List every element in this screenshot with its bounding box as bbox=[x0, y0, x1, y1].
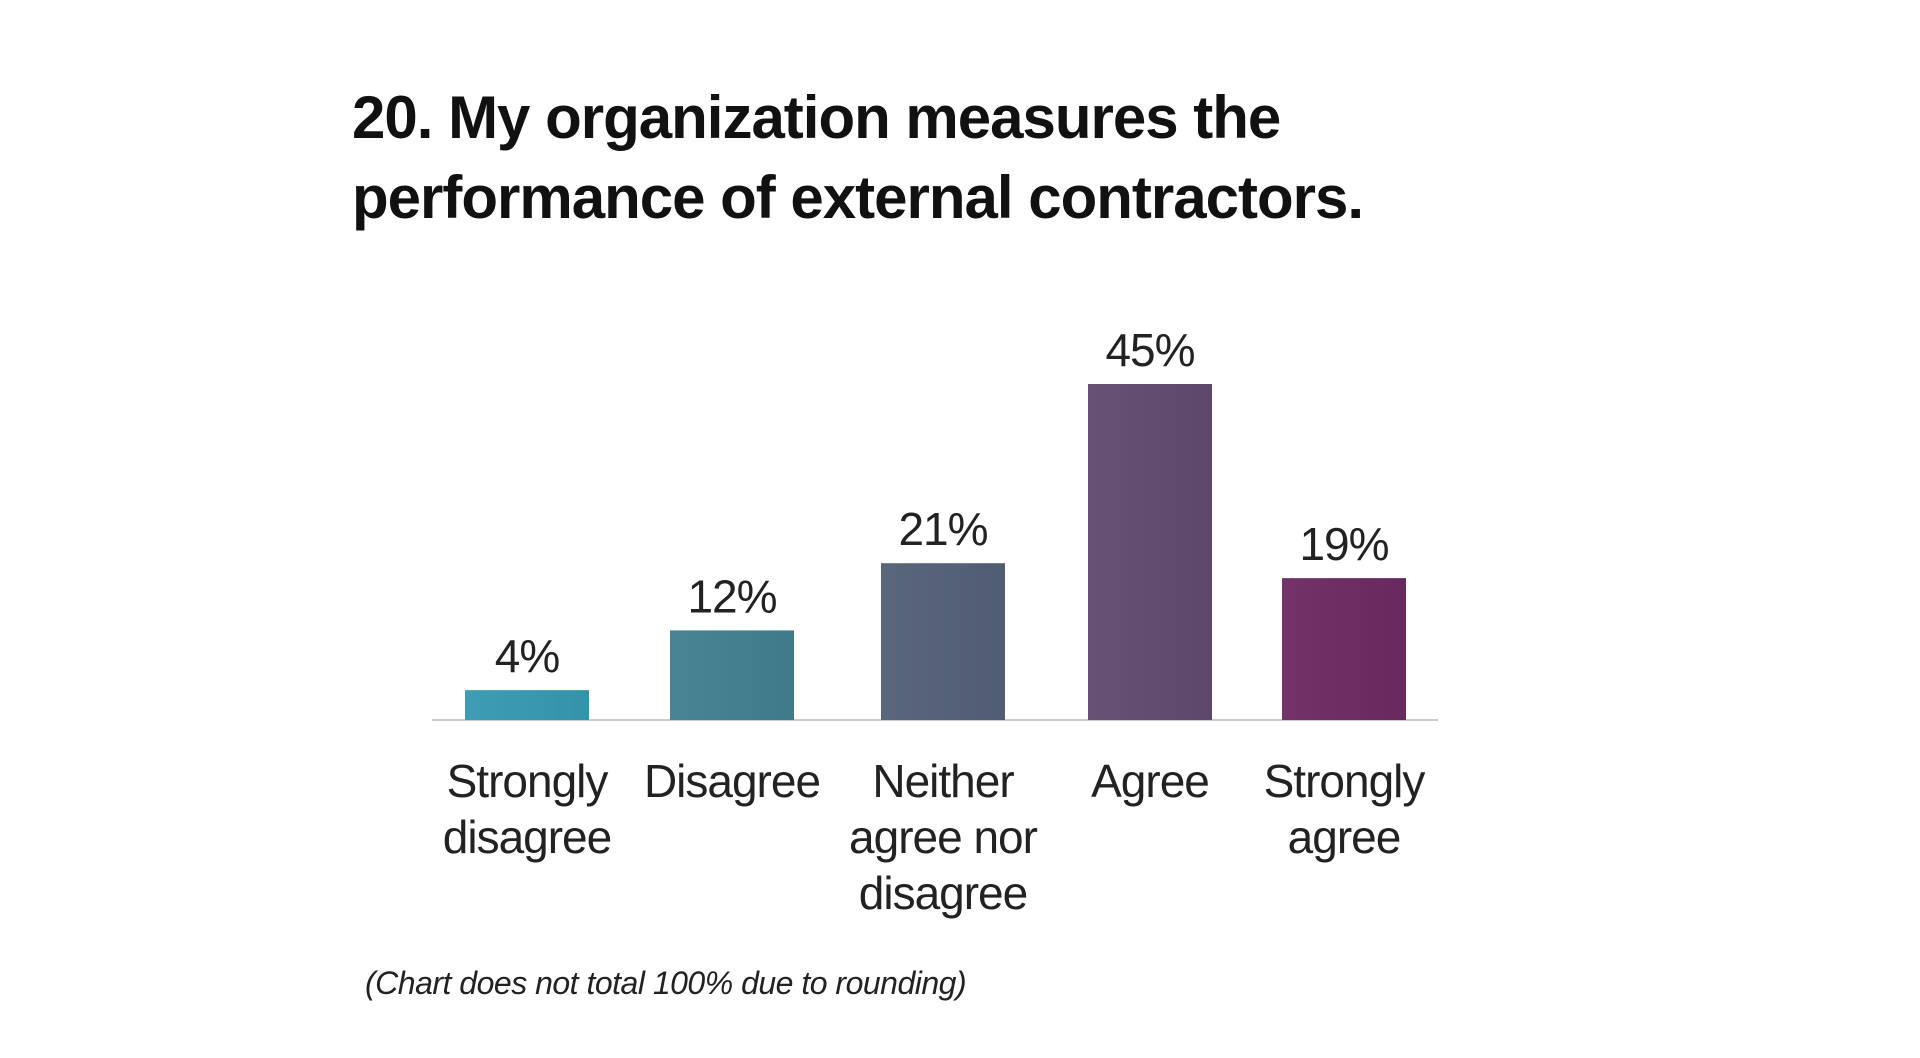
category-label-4-line-1: agree bbox=[1288, 811, 1401, 863]
category-label-3: Agree bbox=[1091, 755, 1209, 807]
category-label-1-line-0: Disagree bbox=[644, 755, 820, 807]
chart-title-line-1: 20. My organization measures the bbox=[352, 84, 1281, 151]
value-label-4: 19% bbox=[1299, 518, 1388, 570]
category-label-2-line-0: Neither bbox=[872, 755, 1014, 807]
bar-0 bbox=[465, 690, 589, 720]
bar-3 bbox=[1088, 384, 1212, 720]
category-label-3-line-0: Agree bbox=[1091, 755, 1209, 807]
chart-footnote: (Chart does not total 100% due to roundi… bbox=[365, 965, 967, 1001]
category-label-0: Strongly disagree bbox=[443, 755, 611, 863]
value-labels-group: 4% 12% 21% 45% 19% bbox=[495, 324, 1390, 682]
category-label-2-line-2: disagree bbox=[859, 867, 1027, 919]
category-label-0-line-0: Strongly bbox=[447, 755, 609, 807]
bar-2 bbox=[881, 563, 1005, 720]
category-label-0-line-1: disagree bbox=[443, 811, 611, 863]
value-label-1: 12% bbox=[687, 570, 776, 622]
category-label-1: Disagree bbox=[644, 755, 820, 807]
chart-title-line-2: performance of external contractors. bbox=[352, 164, 1364, 231]
bar-4 bbox=[1282, 578, 1406, 720]
value-label-2: 21% bbox=[898, 503, 987, 555]
chart-title: 20. My organization measures the perform… bbox=[352, 78, 1452, 238]
value-label-3: 45% bbox=[1105, 324, 1194, 376]
category-label-4: Strongly agree bbox=[1264, 755, 1426, 863]
category-label-2-line-1: agree nor bbox=[849, 811, 1038, 863]
category-label-4-line-0: Strongly bbox=[1264, 755, 1426, 807]
bar-1 bbox=[670, 630, 794, 720]
category-label-2: Neither agree nor disagree bbox=[849, 755, 1038, 919]
bars-group bbox=[465, 384, 1406, 720]
value-label-0: 4% bbox=[495, 630, 560, 682]
